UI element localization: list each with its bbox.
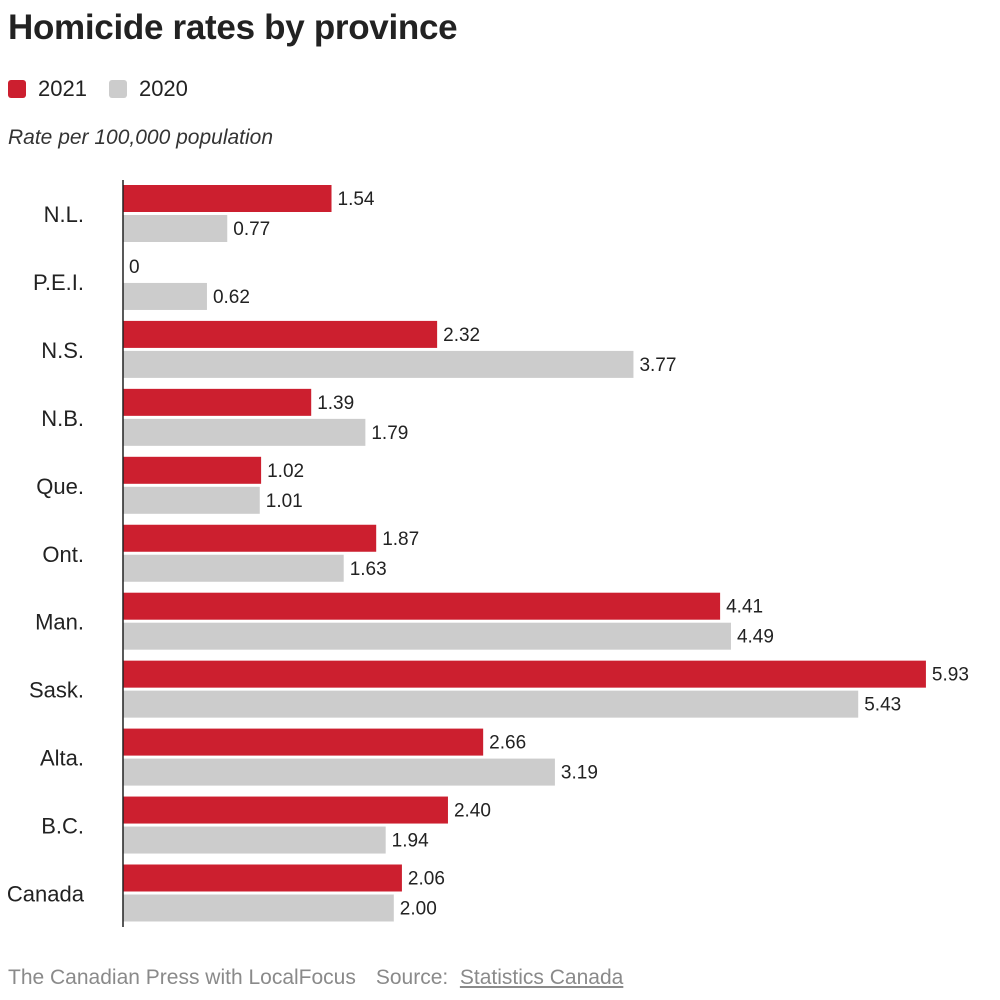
bar-2021-ont xyxy=(123,524,377,552)
bar-2020-n-b xyxy=(123,418,366,446)
category-label-n-l: N.L. xyxy=(44,202,84,227)
value-label-2020-n-l: 0.77 xyxy=(233,219,270,240)
value-label-2020-ont: 1.63 xyxy=(350,559,387,580)
value-label-2021-que: 1.02 xyxy=(267,461,304,482)
legend-label-2020: 2020 xyxy=(138,76,188,101)
footer: The Canadian Press with LocalFocus Source… xyxy=(8,966,623,990)
value-label-2021-man: 4.41 xyxy=(726,597,763,618)
value-label-2020-b-c: 1.94 xyxy=(392,831,429,852)
bar-2021-n-b xyxy=(123,388,312,416)
legend-item-2021: 2021 xyxy=(8,76,87,102)
value-label-2020-sask: 5.43 xyxy=(864,695,901,716)
category-label-n-s: N.S. xyxy=(41,338,84,363)
bar-2020-alta xyxy=(123,758,555,786)
value-label-2020-man: 4.49 xyxy=(737,627,774,648)
bar-2021-n-s xyxy=(123,320,438,348)
bar-2020-que xyxy=(123,486,260,514)
bar-2021-canada xyxy=(123,864,402,892)
chart-subtitle: Rate per 100,000 population xyxy=(8,126,274,149)
chart-title: Homicide rates by province xyxy=(8,8,458,47)
legend-label-2021: 2021 xyxy=(38,76,87,101)
category-label-b-c: B.C. xyxy=(41,814,84,839)
legend-swatch-2021 xyxy=(8,80,26,98)
category-label-canada: Canada xyxy=(7,882,85,907)
value-label-2021-ont: 1.87 xyxy=(382,529,419,550)
source-link[interactable]: Statistics Canada xyxy=(459,966,624,989)
bar-2021-b-c xyxy=(123,796,448,824)
category-label-man: Man. xyxy=(35,610,84,635)
value-label-2020-alta: 3.19 xyxy=(561,763,598,784)
value-label-2021-canada: 2.06 xyxy=(408,869,445,890)
category-label-que: Que. xyxy=(36,474,84,499)
bar-2020-man xyxy=(123,622,731,650)
bar-2020-sask xyxy=(123,690,859,718)
bar-2020-p-e-i xyxy=(123,282,207,310)
category-label-sask: Sask. xyxy=(29,678,84,703)
bar-2021-sask xyxy=(123,660,926,688)
category-label-n-b: N.B. xyxy=(41,406,84,431)
legend-item-2020: 2020 xyxy=(108,76,188,102)
bar-2020-ont xyxy=(123,554,344,582)
bar-2020-n-l xyxy=(123,215,228,242)
bar-2020-b-c xyxy=(123,826,386,854)
value-label-2021-b-c: 2.40 xyxy=(454,801,491,822)
value-label-2021-n-b: 1.39 xyxy=(317,393,354,414)
category-label-p-e-i: P.E.I. xyxy=(33,270,84,295)
value-label-2020-n-s: 3.77 xyxy=(639,355,676,376)
value-label-2021-n-l: 1.54 xyxy=(338,189,375,210)
value-label-2020-canada: 2.00 xyxy=(400,899,437,920)
value-label-2021-p-e-i: 0 xyxy=(129,257,140,278)
bar-2020-n-s xyxy=(123,350,634,378)
category-label-alta: Alta. xyxy=(40,746,84,771)
value-label-2020-n-b: 1.79 xyxy=(371,423,408,444)
bar-2021-n-l xyxy=(123,185,332,212)
value-label-2021-alta: 2.66 xyxy=(489,733,526,754)
value-label-2020-p-e-i: 0.62 xyxy=(213,287,250,308)
bar-2021-que xyxy=(123,456,262,484)
value-label-2021-sask: 5.93 xyxy=(932,665,969,686)
bar-2021-man xyxy=(123,592,721,620)
legend: 2021 2020 xyxy=(8,76,210,102)
value-label-2021-n-s: 2.32 xyxy=(443,325,480,346)
footer-credit: The Canadian Press with LocalFocus xyxy=(8,966,356,989)
category-label-ont: Ont. xyxy=(42,542,84,567)
bar-2021-alta xyxy=(123,728,484,756)
bar-2020-canada xyxy=(123,894,394,922)
footer-source-label: Source: xyxy=(375,966,449,989)
legend-swatch-2020 xyxy=(108,80,127,98)
value-label-2020-que: 1.01 xyxy=(266,491,303,512)
